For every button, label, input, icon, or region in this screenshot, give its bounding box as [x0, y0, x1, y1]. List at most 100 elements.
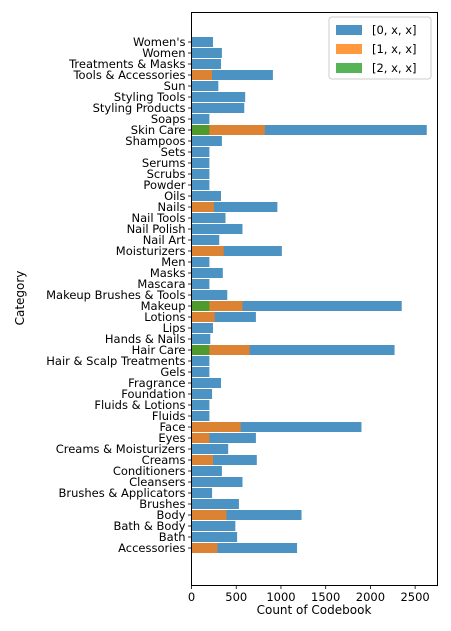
x-axis-ticks: 0 500 1000 1500 2000 2500 [188, 585, 430, 604]
bars-layer [191, 37, 427, 553]
bar-hair-care-series-0 [191, 345, 395, 355]
bar-brushes-and-applicators-series-0 [191, 488, 213, 498]
y-tick-label: Lotions [144, 310, 185, 324]
y-tick-label: Body [156, 508, 185, 522]
legend-swatch [336, 25, 362, 35]
x-tick-label: 1000 [266, 590, 295, 604]
bar-conditioners-series-0 [191, 466, 222, 476]
y-tick-label: Soaps [151, 112, 186, 126]
y-tick-label: Lips [163, 321, 186, 335]
bar-oils-series-0 [191, 191, 222, 201]
y-tick-label: Styling Products [93, 101, 186, 115]
bar-nail-polish-series-0 [191, 224, 243, 234]
bar-creams-and-moisturizers-series-0 [191, 444, 229, 454]
y-tick-label: Moisturizers [116, 244, 186, 258]
bar-powder-series-0 [191, 180, 210, 190]
bar-skin-care-series-2 [191, 125, 210, 135]
plot-frame [191, 12, 438, 586]
y-tick-label: Men [161, 255, 185, 269]
y-tick-label: Skin Care [131, 123, 186, 137]
bar-gels-series-0 [191, 367, 210, 377]
y-tick-label: Oils [164, 189, 185, 203]
bar-lotions-series-0 [191, 312, 256, 322]
y-tick-label: Sun [164, 79, 186, 93]
bar-face-series-1 [191, 422, 241, 432]
bar-creams-series-0 [191, 455, 257, 465]
y-tick-label: Bath & Body [113, 519, 185, 533]
y-tick-label: Hair Care [132, 343, 186, 357]
bar-soaps-series-0 [191, 114, 210, 124]
bar-moisturizers-series-0 [191, 246, 282, 256]
y-tick-label: Mascara [137, 277, 185, 291]
y-tick-label: Powder [143, 178, 185, 192]
bar-accessories-series-0 [191, 543, 298, 553]
bar-nails-series-0 [191, 202, 278, 212]
bar-tools-and-accessories-series-0 [191, 70, 273, 80]
legend-label: [1, x, x] [372, 42, 417, 56]
bar-bath-series-0 [191, 532, 238, 542]
bar-nail-tools-series-0 [191, 213, 226, 223]
x-tick-label: 1500 [311, 590, 340, 604]
y-tick-label: Fluids & Lotions [94, 398, 185, 412]
y-axis-label: Category [13, 271, 27, 326]
x-tick-label: 2000 [356, 590, 385, 604]
bar-nails-series-1 [191, 202, 214, 212]
x-axis-label: Count of Codebook [257, 603, 372, 617]
y-tick-label: Nail Polish [127, 222, 186, 236]
bar-sun-series-0 [191, 81, 219, 91]
bar-fragrance-series-0 [191, 378, 222, 388]
bar-body-series-0 [191, 510, 302, 520]
x-tick-label: 500 [225, 590, 247, 604]
bar-hair-care-series-1 [191, 345, 250, 355]
bar-fluids-series-0 [191, 411, 210, 421]
y-tick-label: Styling Tools [114, 90, 186, 104]
y-tick-label: Face [159, 420, 185, 434]
bar-treatments-and-masks-series-0 [191, 59, 222, 69]
y-tick-label: Shampoos [125, 134, 185, 148]
y-tick-label: Treatments & Masks [68, 57, 185, 71]
bar-serums-series-0 [191, 158, 210, 168]
bar-eyes-series-0 [191, 433, 256, 443]
x-tick-label: 2500 [400, 590, 429, 604]
bar-sets-series-0 [191, 147, 210, 157]
y-tick-label: Masks [150, 266, 186, 280]
y-tick-label: Tools & Accessories [72, 68, 185, 82]
legend-swatch [336, 44, 362, 54]
y-tick-label: Gels [160, 365, 185, 379]
bar-fluids-and-lotions-series-0 [191, 400, 210, 410]
x-tick-label: 0 [188, 590, 195, 604]
y-tick-label: Serums [142, 156, 186, 170]
y-tick-label: Cleansers [129, 475, 185, 489]
y-tick-label: Creams & Moisturizers [56, 442, 186, 456]
y-tick-label: Creams [142, 453, 186, 467]
bar-bath-and-body-series-0 [191, 521, 236, 531]
bar-creams-series-1 [191, 455, 213, 465]
y-tick-label: Nails [157, 200, 185, 214]
legend-label: [2, x, x] [372, 61, 417, 75]
y-tick-label: Foundation [121, 387, 185, 401]
y-tick-label: Women's [133, 35, 185, 49]
bar-brushes-series-0 [191, 499, 239, 509]
bar-face-series-0 [191, 422, 362, 432]
y-tick-label: Makeup [141, 299, 186, 313]
y-tick-label: Nail Tools [131, 211, 185, 225]
y-tick-label: Brushes [139, 497, 185, 511]
y-tick-label: Brushes & Applicators [58, 486, 185, 500]
bar-hair-and-scalp-treatments-series-0 [191, 356, 210, 366]
bar-eyes-series-1 [191, 433, 210, 443]
bar-body-series-1 [191, 510, 227, 520]
bar-foundation-series-0 [191, 389, 213, 399]
legend-swatch [336, 63, 362, 73]
legend: [0, x, x] [1, x, x] [2, x, x] [328, 16, 432, 80]
bar-styling-products-series-0 [191, 103, 245, 113]
bar-scrubs-series-0 [191, 169, 210, 179]
bar-masks-series-0 [191, 268, 223, 278]
bar-skin-care-series-1 [191, 125, 265, 135]
y-tick-label: Fluids [152, 409, 186, 423]
bar-moisturizers-series-1 [191, 246, 224, 256]
legend-label: [0, x, x] [372, 23, 417, 37]
bar-tools-and-accessories-series-1 [191, 70, 213, 80]
bar-lotions-series-1 [191, 312, 215, 322]
bar-shampoos-series-0 [191, 136, 222, 146]
